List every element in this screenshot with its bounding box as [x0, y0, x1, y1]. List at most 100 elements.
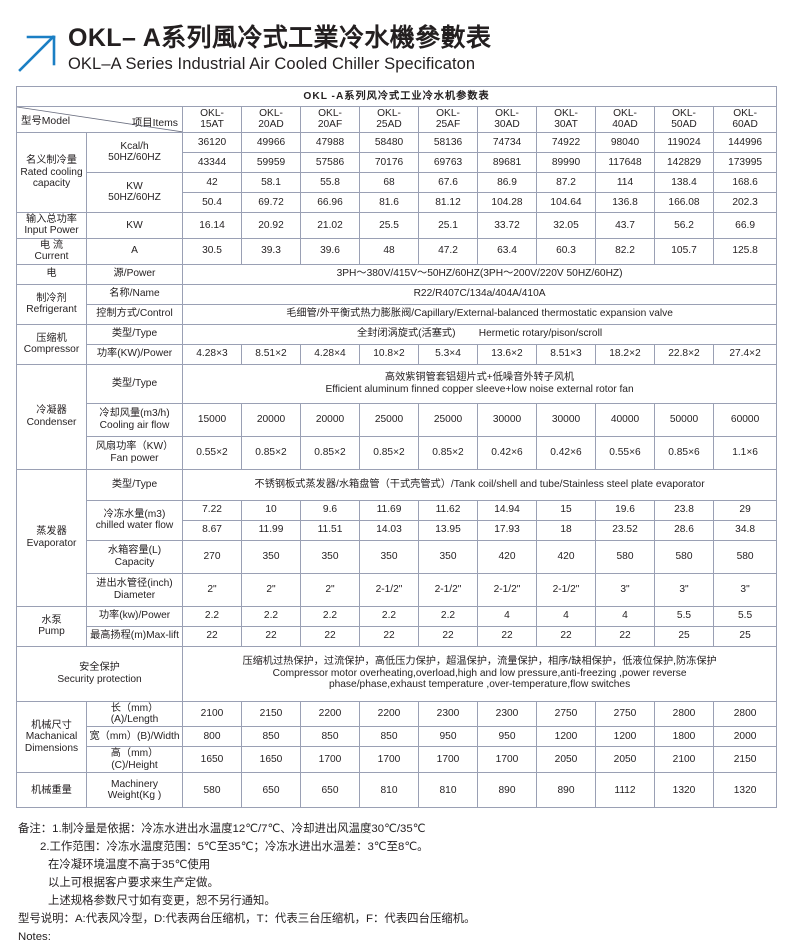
cell: 47988: [300, 131, 360, 153]
cell: 30000: [477, 402, 537, 437]
cell: 22.8×2: [654, 343, 714, 365]
cell: 43.7: [595, 211, 655, 239]
cell: 22: [359, 625, 419, 647]
cell: 4: [595, 605, 655, 627]
cell: 33.72: [477, 211, 537, 239]
table-banner: OKL -A系列风冷式工业冷水机参数表: [15, 86, 778, 107]
item-compressor-type: 类型/Type: [86, 323, 183, 345]
cell: 2-1/2": [359, 572, 419, 607]
item-fan-power: 风扇功率（KW） Fan power: [86, 435, 183, 470]
cell: 142829: [654, 151, 714, 173]
model-prefix: OKL-: [613, 108, 637, 119]
cell: 350: [300, 539, 360, 574]
cell: 47.2: [418, 237, 478, 265]
cell: 17.93: [477, 519, 537, 541]
cell: 40000: [595, 402, 655, 437]
cell: 5.3×4: [418, 343, 478, 365]
row-security: 安全保护 Security protection 压缩机过热保护，过流保护，高低…: [16, 645, 778, 702]
item-chilled-water-flow: 冷冻水量(m3) chilled water flow: [86, 499, 183, 541]
model-col-9: OKL- 60AD: [712, 106, 778, 133]
group-label-rated-cooling: 名义制冷量 Rated cooling capacity: [16, 131, 87, 213]
cell: 25.5: [359, 211, 419, 239]
cell: 144996: [712, 131, 778, 153]
model-col-2: OKL- 20AF: [300, 106, 360, 133]
cell: 22: [241, 625, 301, 647]
cell: 11.99: [241, 519, 301, 541]
model-col-4: OKL- 25AF: [418, 106, 478, 133]
cell: 166.08: [654, 191, 714, 213]
cell: 22: [182, 625, 242, 647]
item-pump-power: 功率(kw)/Power: [86, 605, 183, 627]
row-current: 电 流 Current A 30.5 39.3 39.6 48 47.2 63.…: [16, 237, 778, 265]
model-prefix: OKL-: [377, 108, 401, 119]
model-suffix: 25AF: [435, 119, 461, 131]
row-chilled-2: 8.67 11.99 11.51 14.03 13.95 17.93 18 23…: [17, 519, 778, 541]
model-col-1: OKL- 20AD: [241, 106, 301, 133]
cell: 0.85×2: [359, 435, 419, 470]
cell: 119024: [654, 131, 714, 153]
item-air-flow: 冷却风量(m3/h) Cooling air flow: [86, 402, 183, 437]
cell: 138.4: [654, 171, 714, 193]
cell: 0.55×2: [182, 435, 242, 470]
row-kw-60: 50.4 69.72 66.96 81.6 81.12 104.28 104.6…: [17, 191, 778, 213]
cell: 87.2: [536, 171, 596, 193]
cell: 4: [477, 605, 537, 627]
page-title-cn: OKL– A系列風冷式工業冷水機參數表: [68, 24, 492, 52]
row-kcal-50: 名义制冷量 Rated cooling capacity Kcal/h 50HZ…: [16, 131, 778, 213]
cell: 18: [536, 519, 596, 541]
cell: 10.8×2: [359, 343, 419, 365]
item-diameter: 进出水管径(inch) Diameter: [86, 572, 183, 607]
item-current-a: A: [86, 237, 183, 265]
cell: 202.3: [712, 191, 778, 213]
row-height: 高（mm）(C)/Height 1650 1650 1700 1700 1700…: [17, 746, 778, 774]
cell: 25000: [418, 402, 478, 437]
cell: 58.1: [241, 171, 301, 193]
cell: 850: [359, 726, 419, 748]
cell: 270: [182, 539, 242, 574]
group-label-refrigerant: 制冷剂 Refrigerant: [16, 283, 87, 325]
row-condenser-type: 冷凝器 Condenser 类型/Type 高效紫铜管套铝翅片式+低噪音外转子风…: [16, 363, 778, 470]
cell: 81.12: [418, 191, 478, 213]
cell: 58480: [359, 131, 419, 153]
row-compressor-type: 压缩机 Compressor 类型/Type 全封闭涡旋式(活塞式) Herme…: [16, 323, 778, 365]
weight-label-line2: Weight(Kg ): [107, 790, 162, 802]
cell: 1112: [595, 772, 655, 809]
cell: 2750: [536, 700, 596, 728]
cell: 4.28×3: [182, 343, 242, 365]
cell: 3": [654, 572, 714, 607]
cell: 105.7: [654, 237, 714, 265]
cell: 2.2: [418, 605, 478, 627]
cell: 11.51: [300, 519, 360, 541]
cell: 580: [595, 539, 655, 574]
row-length: 机械尺寸 Machanical Dimensions 长（mm）(A)/Leng…: [16, 700, 778, 774]
model-col-7: OKL- 40AD: [595, 106, 655, 133]
model-header-row: 型号Model 项目Items OKL- 15AT OKL- 20AD OKL- 20…: [16, 106, 778, 133]
cell: 15: [536, 499, 596, 521]
cell: 104.28: [477, 191, 537, 213]
cell: 650: [241, 772, 301, 809]
group-label-current: 电 流 Current: [16, 237, 87, 265]
cell: 2150: [712, 746, 778, 774]
model-suffix: 40AD: [612, 119, 638, 131]
cell: 420: [536, 539, 596, 574]
cell: 2200: [359, 700, 419, 728]
cell: 81.6: [359, 191, 419, 213]
note-line-2: 2.工作范围：冷冻水温度范围：5℃至35℃；冷冻水进出水温差：3℃至8℃。: [40, 841, 429, 854]
model-suffix: 20AD: [258, 119, 284, 131]
item-kw: KW 50HZ/60HZ: [86, 171, 183, 213]
cell: 2-1/2": [477, 572, 537, 607]
cell: 29: [712, 499, 778, 521]
cell: 60000: [712, 402, 778, 437]
cell: 39.3: [241, 237, 301, 265]
cell: 0.85×2: [241, 435, 301, 470]
cell: 28.6: [654, 519, 714, 541]
cell: 32.05: [536, 211, 596, 239]
cell: 2": [300, 572, 360, 607]
spec-table-wrap: OKL -A系列风冷式工业冷水机参数表 型号Model 项目Items OKL-…: [0, 76, 790, 809]
item-input-kw: KW: [86, 211, 183, 239]
page-title-en: OKL–A Series Industrial Air Cooled Chill…: [68, 55, 476, 73]
cell: 2000: [712, 726, 778, 748]
cell: 36120: [182, 131, 242, 153]
cell: 1200: [536, 726, 596, 748]
cell: 2.2: [182, 605, 242, 627]
